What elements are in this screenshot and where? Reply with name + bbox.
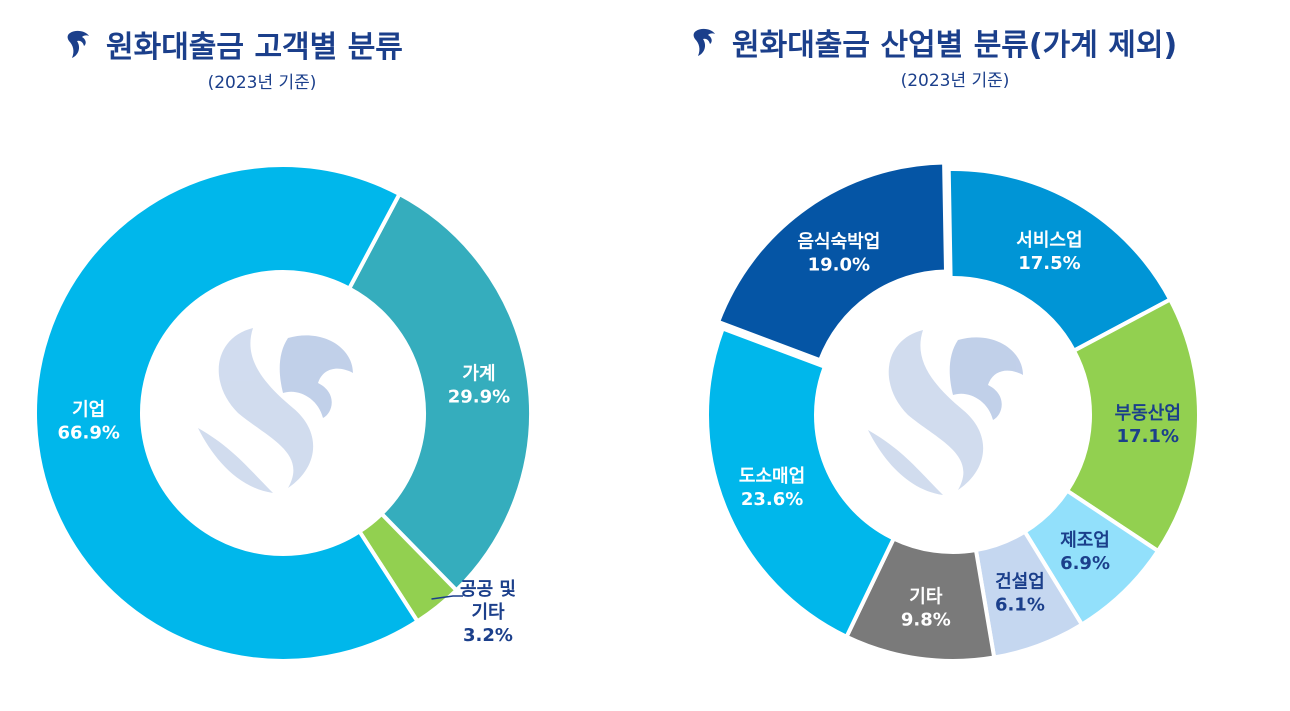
shinhan-logo-icon — [693, 28, 715, 56]
slice-label-line: 19.0% — [808, 255, 870, 276]
left-chart-title: 원화대출금 고객별 분류 — [62, 22, 403, 66]
slice-label: 가계 29.9% — [448, 363, 510, 407]
donut-slice — [33, 163, 421, 663]
slice-label-line: 음식숙박업 — [797, 232, 880, 253]
slice-label-line: 9.8% — [901, 610, 951, 631]
watermark-logo — [198, 328, 353, 493]
slice-label: 제조업 6.9% — [1060, 530, 1110, 574]
slice-label-line: 제조업 — [1060, 530, 1110, 551]
slice-label-line: 가계 — [462, 363, 495, 384]
slice-label-line: 66.9% — [57, 423, 119, 444]
slice-label-line: 공공 및 — [460, 579, 516, 600]
donut-slice — [946, 167, 1173, 354]
industry-donut-chart: 서비스업 17.5% 부동산업 17.1% 제조업 6.9% 건설업 6.1% 기타 9.8% 도소… — [705, 160, 1201, 663]
slice-label-line: 기타 — [471, 602, 505, 623]
donut-slice — [715, 160, 949, 363]
right-chart-subtitle: (2023년 기준) — [900, 71, 1010, 91]
customer-donut-chart: 가계 29.9% 공공 및 기타 3.2% 기업 66.9% — [33, 163, 533, 663]
slice-label: 부동산업 17.1% — [1115, 403, 1181, 447]
slice-label-line: 23.6% — [741, 489, 803, 510]
donut-slice — [705, 325, 897, 640]
slice-label: 서비스업 17.5% — [1016, 230, 1082, 274]
left-chart-title-text: 원화대출금 고객별 분류 — [106, 30, 403, 65]
shinhan-logo-icon — [67, 30, 89, 58]
slice-label-line: 기타 — [909, 587, 943, 608]
slice-label-line: 도소매업 — [739, 466, 805, 487]
slice-label: 도소매업 23.6% — [739, 466, 805, 510]
slice-label-line: 17.1% — [1117, 426, 1179, 447]
slice-label-line: 서비스업 — [1016, 230, 1082, 251]
slice-label-line: 29.9% — [448, 386, 510, 407]
watermark-logo — [868, 330, 1023, 495]
right-chart-title: 원화대출금 산업별 분류(가계 제외) — [688, 20, 1177, 64]
slice-label-line: 3.2% — [463, 625, 513, 646]
slice-label-line: 기업 — [72, 400, 105, 421]
slice-label-line: 6.9% — [1060, 553, 1110, 574]
left-chart-subtitle: (2023년 기준) — [207, 73, 317, 93]
slice-label: 기타 9.8% — [901, 587, 951, 631]
right-chart-title-text: 원화대출금 산업별 분류(가계 제외) — [732, 28, 1178, 63]
slice-label-line: 17.5% — [1018, 253, 1080, 274]
slice-label: 기업 66.9% — [57, 400, 119, 444]
donut-slice — [1064, 296, 1201, 554]
leader-line — [431, 595, 463, 600]
donut-slice — [346, 191, 533, 594]
slice-label-line: 6.1% — [995, 594, 1045, 615]
slice-label: 건설업 6.1% — [995, 571, 1045, 615]
slice-label-line: 부동산업 — [1115, 403, 1181, 424]
slice-label: 공공 및 기타 3.2% — [460, 579, 516, 646]
slice-label-line: 건설업 — [995, 571, 1045, 592]
slice-label: 음식숙박업 19.0% — [797, 232, 880, 276]
